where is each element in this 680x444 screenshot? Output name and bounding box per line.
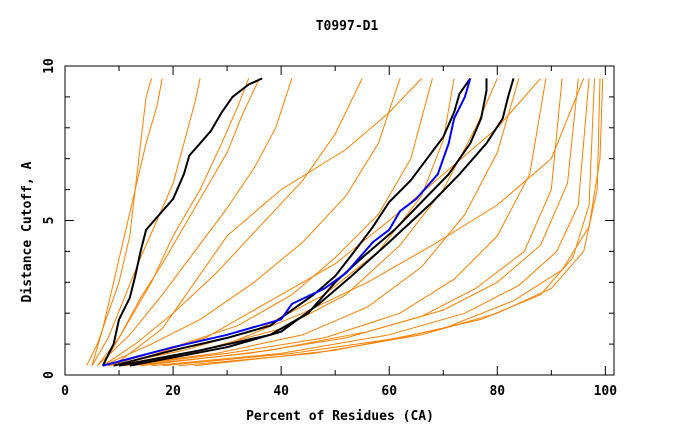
model-series-line — [108, 78, 455, 367]
model-series-line — [118, 78, 520, 367]
model-series-line — [102, 78, 250, 366]
model-series-line — [129, 78, 585, 367]
plot-frame — [64, 65, 615, 376]
reference-series-line — [129, 78, 515, 367]
model-series-line — [97, 78, 260, 367]
reference-series-line — [101, 77, 263, 367]
model-series-line — [102, 78, 363, 367]
x-tick-label: 0 — [61, 384, 69, 399]
x-axis-label: Percent of Residues (CA) — [246, 409, 434, 424]
y-tick-label: 5 — [42, 217, 57, 225]
model-series-line — [140, 78, 579, 367]
highlight-series-line — [102, 78, 472, 367]
model-series-line — [194, 78, 604, 367]
x-tick-label: 80 — [489, 384, 505, 399]
y-tick-label: 0 — [42, 371, 57, 379]
model-series-line — [91, 78, 163, 366]
x-tick-label: 20 — [165, 384, 181, 399]
x-tick-label: 60 — [381, 384, 397, 399]
model-series-line — [102, 78, 401, 367]
y-tick-label: 10 — [42, 58, 57, 74]
model-series-line — [97, 78, 293, 367]
x-tick-label: 100 — [594, 384, 618, 399]
y-axis-label: Distance Cutoff, A — [20, 161, 35, 302]
ticks-group: 0 20 40 60 80 100 0 5 10 — [42, 58, 617, 399]
x-tick-label: 40 — [273, 384, 289, 399]
model-series-line — [113, 78, 422, 367]
model-series-line — [151, 78, 590, 367]
series-group — [86, 77, 604, 367]
model-series-line — [118, 78, 541, 367]
model-series-line — [91, 78, 201, 366]
model-series-line — [124, 78, 547, 367]
model-series-line — [113, 78, 498, 367]
chart-title: T0997-D1 — [316, 19, 379, 34]
reference-series-line — [113, 77, 472, 367]
